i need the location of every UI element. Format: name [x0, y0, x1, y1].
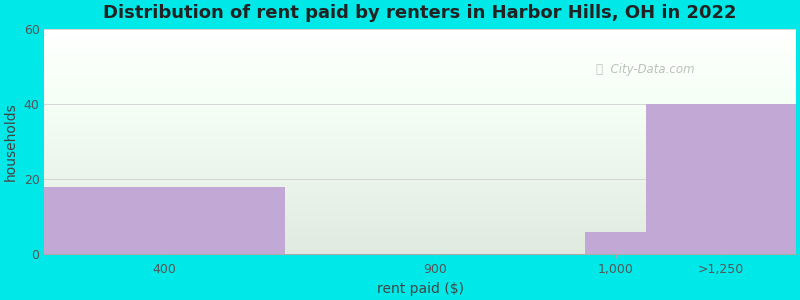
Bar — [586, 232, 646, 254]
Bar — [646, 104, 796, 254]
Bar — [45, 187, 285, 254]
Title: Distribution of rent paid by renters in Harbor Hills, OH in 2022: Distribution of rent paid by renters in … — [103, 4, 737, 22]
X-axis label: rent paid ($): rent paid ($) — [377, 282, 464, 296]
Y-axis label: households: households — [4, 102, 18, 181]
Text: ⓘ  City-Data.com: ⓘ City-Data.com — [596, 63, 695, 76]
